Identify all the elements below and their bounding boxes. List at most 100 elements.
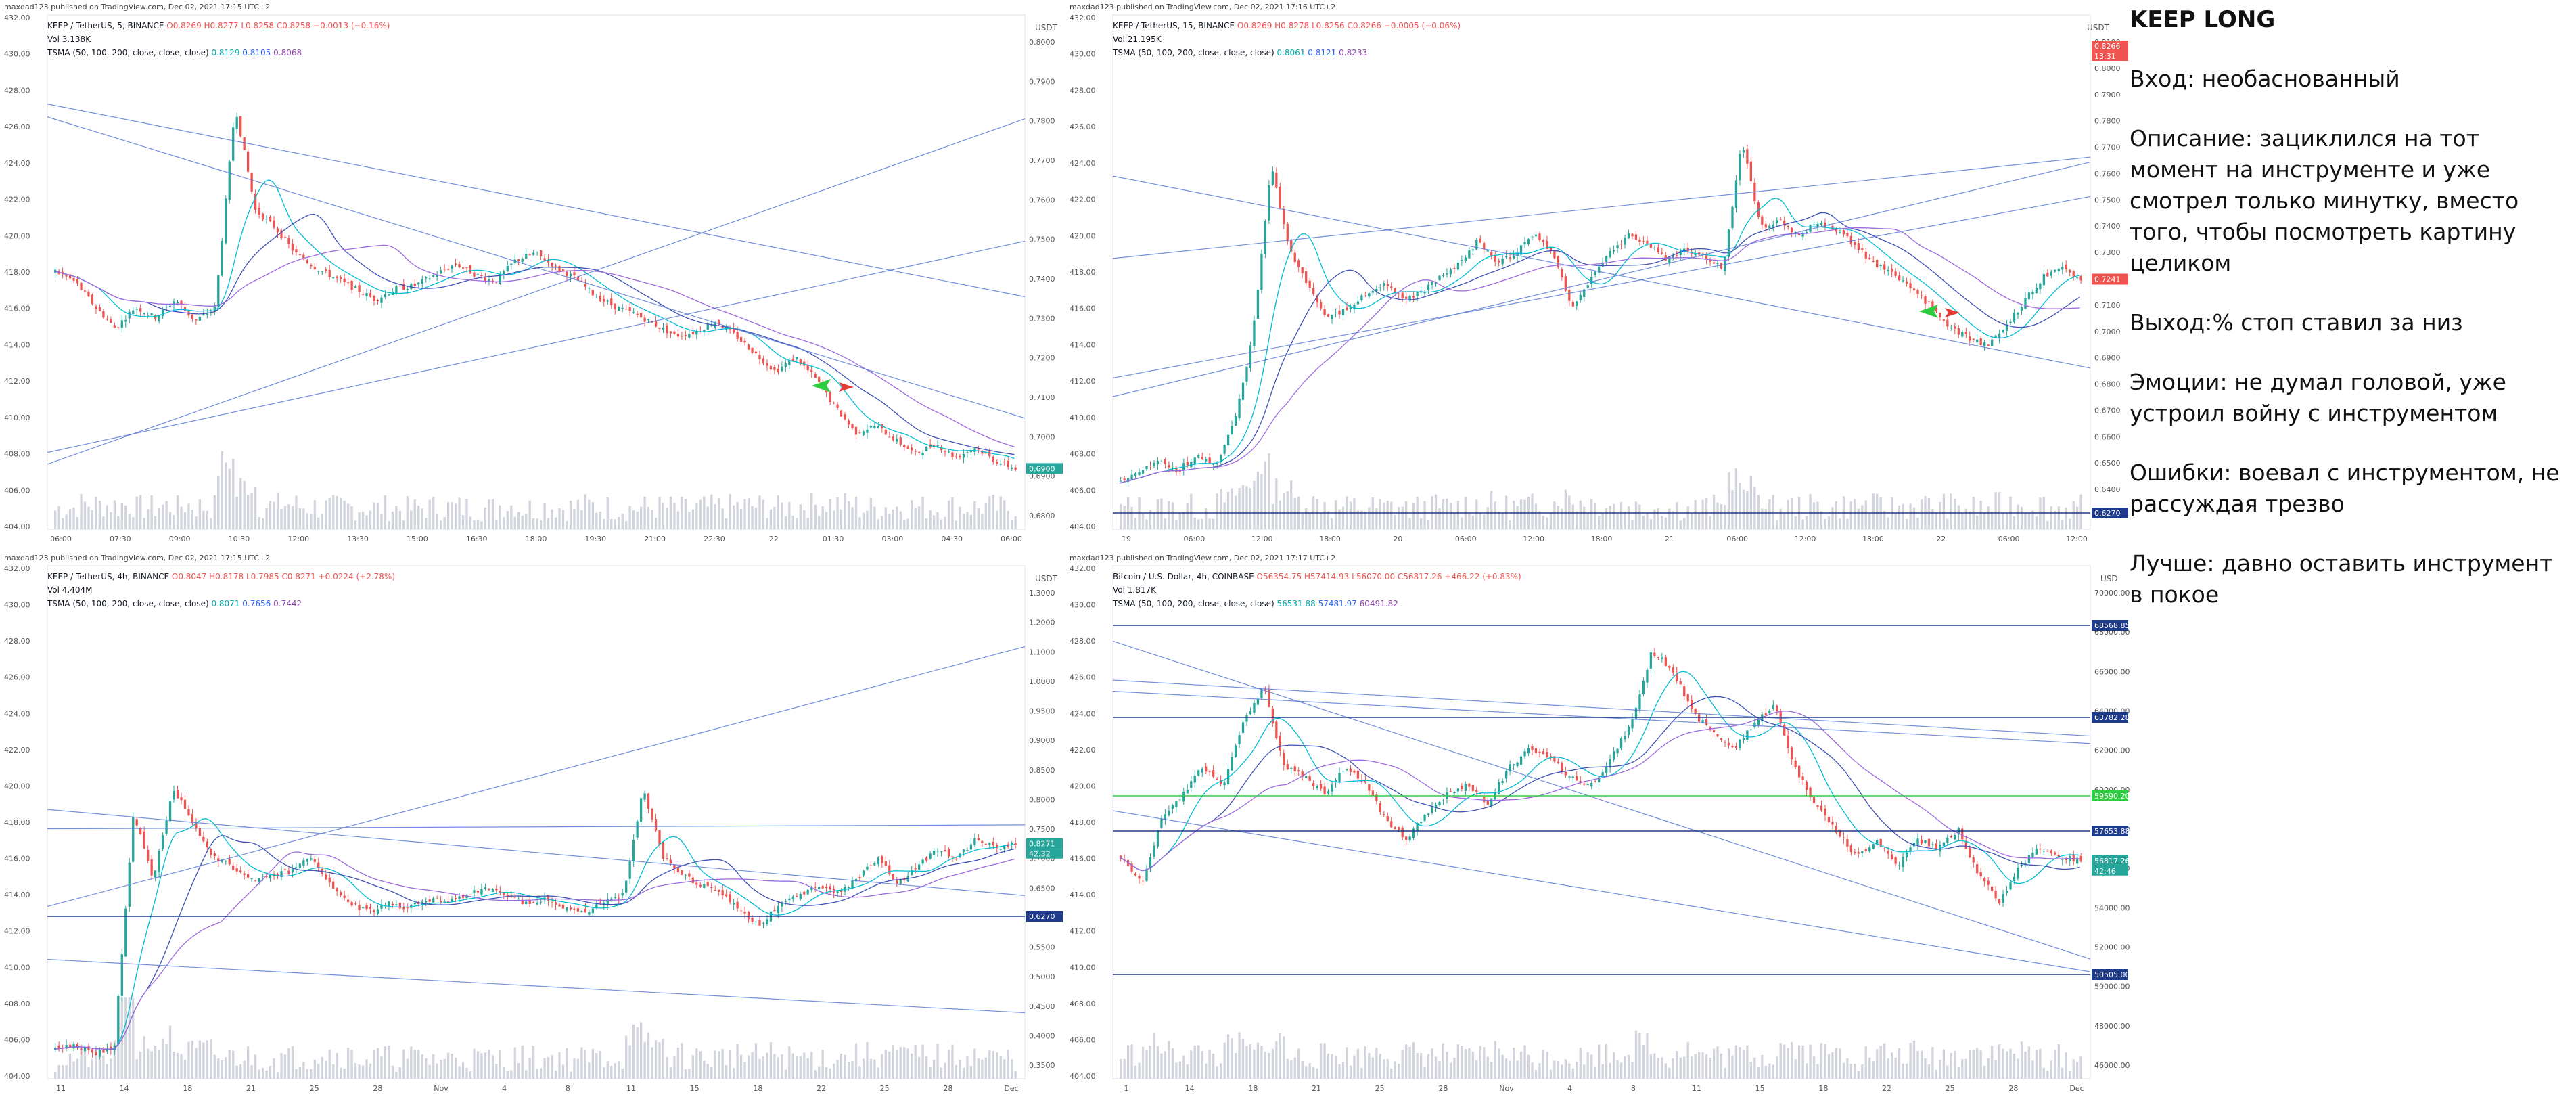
volume-bar bbox=[1964, 508, 1967, 529]
volume-bar bbox=[643, 1041, 646, 1079]
candle-body bbox=[781, 902, 783, 907]
candle-body bbox=[929, 853, 932, 859]
candle-body bbox=[992, 456, 994, 462]
candle-body bbox=[1253, 702, 1256, 713]
volume-bar bbox=[1398, 507, 1400, 529]
candle-body bbox=[2031, 853, 2034, 858]
candle-body bbox=[1327, 791, 1330, 794]
volume-bar bbox=[1534, 503, 1538, 529]
candle-body bbox=[488, 889, 490, 891]
candle-body bbox=[1007, 460, 1009, 468]
volume-bar bbox=[373, 1050, 375, 1079]
volume-bar bbox=[951, 1044, 954, 1079]
volume-bar bbox=[436, 514, 438, 529]
volume-bar bbox=[428, 499, 431, 529]
candle-body bbox=[1216, 463, 1218, 464]
volume-bar bbox=[1727, 1048, 1730, 1079]
candle-body bbox=[1138, 875, 1141, 879]
volume-bar bbox=[402, 1049, 405, 1079]
volume-bar bbox=[1698, 513, 1701, 529]
volume-bar bbox=[273, 501, 275, 529]
candle-body bbox=[1649, 652, 1653, 669]
volume-bar bbox=[180, 506, 183, 529]
volume-bar bbox=[1479, 512, 1481, 529]
candle-body bbox=[618, 307, 620, 311]
volume-bar bbox=[788, 1046, 791, 1079]
volume-bar bbox=[732, 505, 735, 529]
volume-bar bbox=[518, 512, 520, 529]
volume-bar bbox=[1761, 1054, 1764, 1079]
x-axis-tick: 01:30 bbox=[823, 535, 844, 543]
chart-svg[interactable]: 432.00430.00428.00426.00424.00422.00420.… bbox=[0, 0, 1064, 550]
candle-body bbox=[1356, 770, 1360, 779]
volume-bar bbox=[358, 512, 361, 529]
volume-bar bbox=[1576, 511, 1578, 529]
volume-bar bbox=[395, 1071, 398, 1079]
volume-bar bbox=[1323, 1043, 1326, 1079]
chart-panel-keep-4h[interactable]: 432.00 430.00 428.00 426.00 424.00 422.00 420.… bbox=[0, 551, 1064, 1099]
candle-body bbox=[1827, 817, 1831, 822]
candle-body bbox=[703, 884, 706, 888]
volume-bar bbox=[543, 503, 546, 529]
volume-bar bbox=[918, 506, 921, 529]
x-axis-tick: 18 bbox=[183, 1084, 192, 1093]
candle-body bbox=[1431, 807, 1433, 813]
volume-bar bbox=[139, 495, 142, 529]
tsma-val-2: 57481.97 bbox=[1318, 599, 1357, 608]
volume-bar bbox=[1431, 1048, 1433, 1079]
chart-svg[interactable]: 432.00430.00428.00426.00424.00422.00420.… bbox=[1065, 0, 2130, 550]
candle-body bbox=[714, 890, 716, 891]
level-price-tag bbox=[2092, 826, 2128, 836]
volume-bar bbox=[1831, 1052, 1834, 1079]
volume-bar bbox=[269, 501, 272, 529]
candle-body bbox=[2072, 271, 2075, 277]
chart-panel-keep-15m[interactable]: 432.00 430.00 428.00 426.00 424.00 422.00 420.… bbox=[1065, 0, 2130, 550]
volume-bar bbox=[1275, 1041, 1278, 1079]
candle-body bbox=[1797, 765, 1801, 778]
left-axis-tick: 404.00 bbox=[1070, 1072, 1096, 1081]
x-axis-tick: 04:30 bbox=[941, 535, 963, 543]
volume-bar bbox=[1746, 1045, 1749, 1079]
volume-bar bbox=[346, 1047, 350, 1079]
volume-bar bbox=[932, 515, 936, 529]
volume-bar bbox=[1427, 1054, 1430, 1079]
volume-bar bbox=[1134, 1065, 1137, 1079]
symbol-label: KEEP / TetherUS, 15, BINANCE bbox=[1113, 21, 1235, 30]
candle-body bbox=[1812, 797, 1816, 803]
volume-bar bbox=[999, 1056, 1002, 1079]
candle-body bbox=[1364, 780, 1367, 783]
chart-svg[interactable]: 432.00430.00428.00426.00424.00422.00420.… bbox=[0, 551, 1064, 1099]
volume-bar bbox=[154, 1045, 157, 1079]
volume-bar bbox=[158, 508, 160, 529]
volume-bar bbox=[317, 517, 320, 529]
candle-body bbox=[518, 259, 520, 261]
volume-bar bbox=[446, 1052, 450, 1079]
volume-bar bbox=[1553, 1060, 1556, 1079]
volume-bar bbox=[458, 1066, 461, 1079]
volume-bar bbox=[1753, 487, 1756, 529]
volume-bar bbox=[2069, 518, 2071, 529]
volume-bar bbox=[739, 508, 743, 529]
volume-bar bbox=[988, 1050, 991, 1079]
candle-body bbox=[1323, 786, 1326, 795]
chart-panel-btc-4h[interactable]: 432.00 430.00 428.00 426.00 424.00 422.00 420.… bbox=[1065, 551, 2130, 1099]
chart-svg[interactable]: 432.00430.00428.00426.00424.00422.00420.… bbox=[1065, 551, 2130, 1099]
volume-bar bbox=[150, 495, 153, 529]
volume-bar bbox=[1701, 1052, 1704, 1079]
chart-panel-keep-5m[interactable]: 432.00 430.00 428.00 426.00 424.00 422.00 420.… bbox=[0, 0, 1064, 550]
volume-bar bbox=[788, 501, 791, 529]
candle-body bbox=[332, 881, 335, 889]
volume-bar bbox=[154, 516, 157, 529]
candle-body bbox=[666, 325, 668, 334]
candle-body bbox=[128, 311, 131, 319]
volume-bar bbox=[384, 495, 387, 529]
left-axis-tick: 406.00 bbox=[4, 1035, 30, 1044]
candle-body bbox=[1123, 478, 1126, 480]
left-axis-tick: 412.00 bbox=[1070, 377, 1096, 386]
candle-body bbox=[1916, 290, 1919, 294]
candle-body bbox=[261, 876, 264, 877]
volume-bar bbox=[625, 1035, 628, 1079]
volume-bar bbox=[1638, 504, 1641, 529]
candle-body bbox=[1709, 726, 1711, 730]
volume-bar bbox=[1245, 1046, 1248, 1079]
